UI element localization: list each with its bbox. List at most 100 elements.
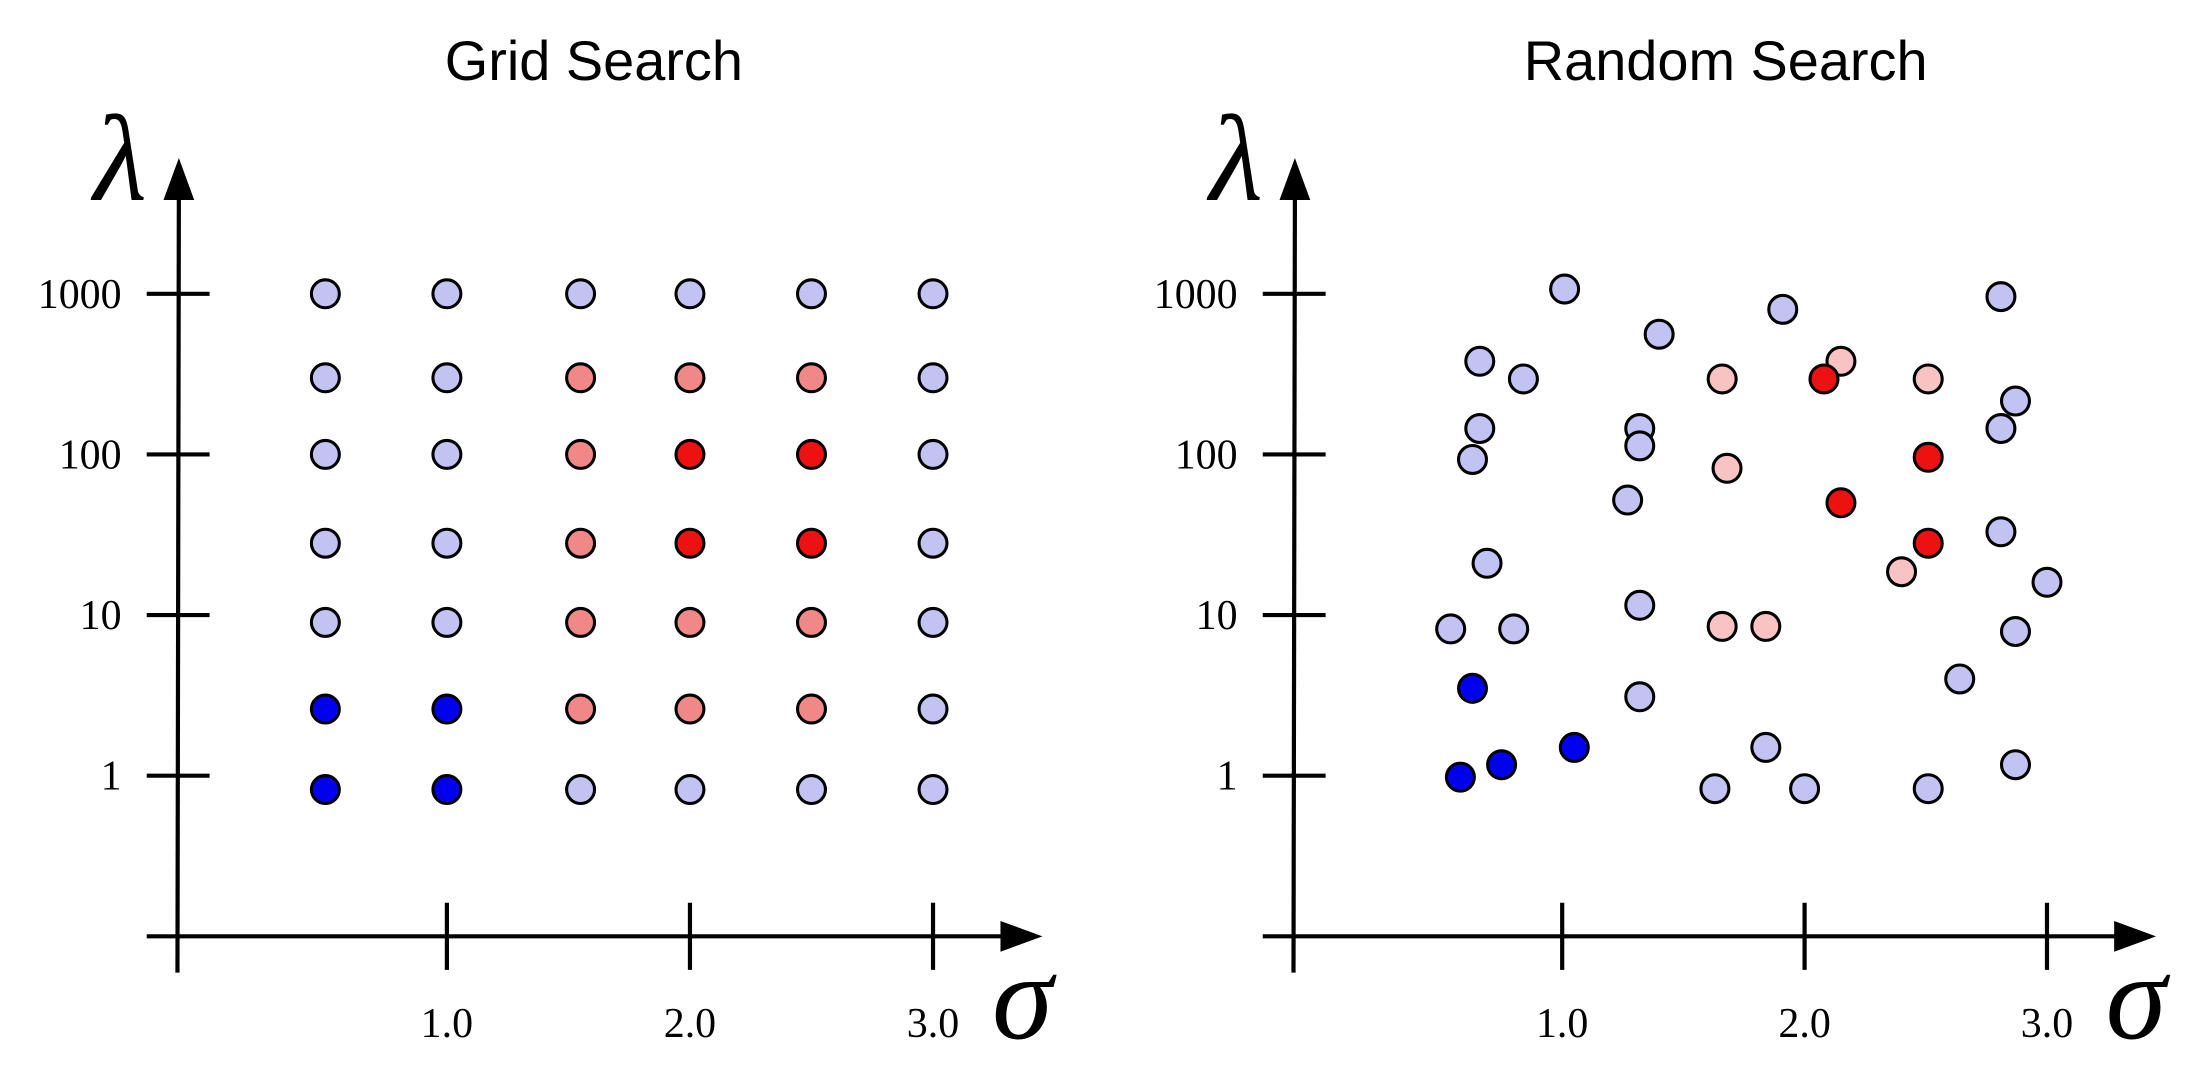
- point: [1624, 681, 1656, 713]
- y-axis-arrow: [163, 158, 195, 200]
- point: [565, 774, 597, 806]
- point: [565, 527, 597, 559]
- point: [674, 527, 706, 559]
- point: [917, 438, 949, 470]
- point: [1985, 281, 2017, 313]
- y-axis-arrow: [1279, 158, 1311, 200]
- point: [565, 278, 597, 310]
- point: [309, 606, 341, 638]
- y-axis-label: λ: [91, 90, 147, 227]
- point: [1789, 773, 1821, 805]
- point: [674, 278, 706, 310]
- point: [309, 438, 341, 470]
- point: [309, 693, 341, 725]
- point: [1464, 345, 1496, 377]
- point: [1706, 610, 1738, 642]
- point: [1706, 363, 1738, 395]
- point: [795, 438, 828, 470]
- y-tick-label: 1: [101, 754, 122, 800]
- y-axis: [175, 197, 181, 973]
- point: [795, 693, 828, 725]
- point: [795, 606, 828, 638]
- y-tick-label: 1000: [1154, 272, 1238, 318]
- point: [1985, 516, 2017, 548]
- point: [431, 278, 463, 310]
- point: [1444, 761, 1476, 793]
- point: [917, 606, 949, 638]
- x-axis-label: σ: [2106, 928, 2171, 1065]
- point: [1767, 293, 1799, 325]
- point: [795, 527, 828, 559]
- point: [1471, 547, 1503, 579]
- point: [1750, 610, 1782, 642]
- point: [1624, 589, 1656, 621]
- point: [674, 606, 706, 638]
- point: [1944, 663, 1976, 695]
- x-tick-label: 2.0: [1778, 1001, 1830, 1047]
- point: [1999, 749, 2031, 781]
- y-axis-label: λ: [1207, 90, 1263, 227]
- point: [1435, 613, 1467, 645]
- y-tick-label: 100: [1175, 432, 1238, 478]
- point: [1912, 441, 1944, 473]
- point: [1464, 412, 1496, 445]
- point: [1999, 385, 2031, 417]
- chart-title: Random Search: [1524, 29, 1928, 92]
- point: [1699, 773, 1731, 805]
- point: [1558, 731, 1590, 763]
- point: [565, 362, 597, 394]
- point: [431, 438, 463, 470]
- point: [674, 774, 706, 806]
- point: [1912, 363, 1944, 395]
- point: [1750, 731, 1782, 763]
- point: [1498, 613, 1530, 645]
- point: [431, 362, 463, 394]
- point: [1624, 430, 1656, 462]
- chart: Random Search λ σ 1 10 100 1000 1.0 2.0 3.0: [1154, 29, 2171, 1066]
- point: [1456, 443, 1489, 475]
- point: [795, 278, 828, 310]
- y-tick-label: 10: [80, 593, 122, 639]
- y-tick-label: 1: [1217, 754, 1238, 800]
- x-tick-label: 1.0: [421, 1001, 473, 1047]
- chart-title: Grid Search: [445, 29, 743, 92]
- point: [917, 278, 949, 310]
- point: [1886, 556, 1918, 588]
- x-tick-label: 3.0: [907, 1001, 959, 1047]
- point: [917, 362, 949, 394]
- point: [1912, 773, 1944, 805]
- point: [309, 278, 341, 310]
- point: [917, 693, 949, 725]
- point: [1507, 363, 1539, 395]
- chart: Grid Search λ σ 1 10 100 1000 1.0 2.0 3.0: [38, 29, 1057, 1066]
- point: [431, 527, 463, 559]
- point: [431, 606, 463, 638]
- point: [1985, 412, 2017, 445]
- point: [795, 774, 828, 806]
- point: [1612, 484, 1644, 516]
- point: [309, 774, 341, 806]
- point: [2031, 566, 2063, 598]
- point: [431, 774, 463, 806]
- point: [917, 774, 949, 806]
- point: [431, 693, 463, 725]
- point: [1825, 487, 1857, 519]
- x-tick-label: 2.0: [664, 1001, 716, 1047]
- y-tick-label: 1000: [38, 272, 122, 318]
- point: [1808, 363, 1840, 395]
- point: [674, 438, 706, 470]
- point: [674, 362, 706, 394]
- point: [1456, 672, 1489, 704]
- x-axis-label: σ: [992, 928, 1057, 1065]
- point: [565, 438, 597, 470]
- point: [1643, 318, 1675, 350]
- x-tick-label: 3.0: [2021, 1001, 2073, 1047]
- point: [1486, 749, 1518, 781]
- point: [309, 527, 341, 559]
- point: [565, 693, 597, 725]
- y-axis: [1291, 197, 1297, 973]
- y-tick-label: 10: [1196, 593, 1238, 639]
- x-axis-arrow: [2114, 920, 2157, 952]
- point: [917, 527, 949, 559]
